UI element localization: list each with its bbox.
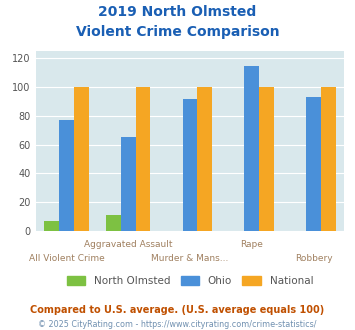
Text: © 2025 CityRating.com - https://www.cityrating.com/crime-statistics/: © 2025 CityRating.com - https://www.city…	[38, 320, 317, 329]
Text: Violent Crime Comparison: Violent Crime Comparison	[76, 25, 279, 39]
Legend: North Olmsted, Ohio, National: North Olmsted, Ohio, National	[62, 272, 317, 290]
Text: 2019 North Olmsted: 2019 North Olmsted	[98, 5, 257, 19]
Bar	[259, 87, 274, 231]
Bar	[182, 99, 197, 231]
Bar	[44, 221, 59, 231]
Bar	[121, 138, 136, 231]
Bar	[244, 66, 259, 231]
Text: Robbery: Robbery	[295, 254, 332, 263]
Text: Murder & Mans...: Murder & Mans...	[151, 254, 229, 263]
Bar	[136, 87, 151, 231]
Bar	[106, 215, 121, 231]
Bar	[59, 120, 74, 231]
Text: Aggravated Assault: Aggravated Assault	[84, 240, 173, 249]
Bar	[306, 97, 321, 231]
Bar	[321, 87, 336, 231]
Text: All Violent Crime: All Violent Crime	[28, 254, 104, 263]
Text: Compared to U.S. average. (U.S. average equals 100): Compared to U.S. average. (U.S. average …	[31, 305, 324, 315]
Bar	[74, 87, 89, 231]
Text: Rape: Rape	[240, 240, 263, 249]
Bar	[197, 87, 212, 231]
